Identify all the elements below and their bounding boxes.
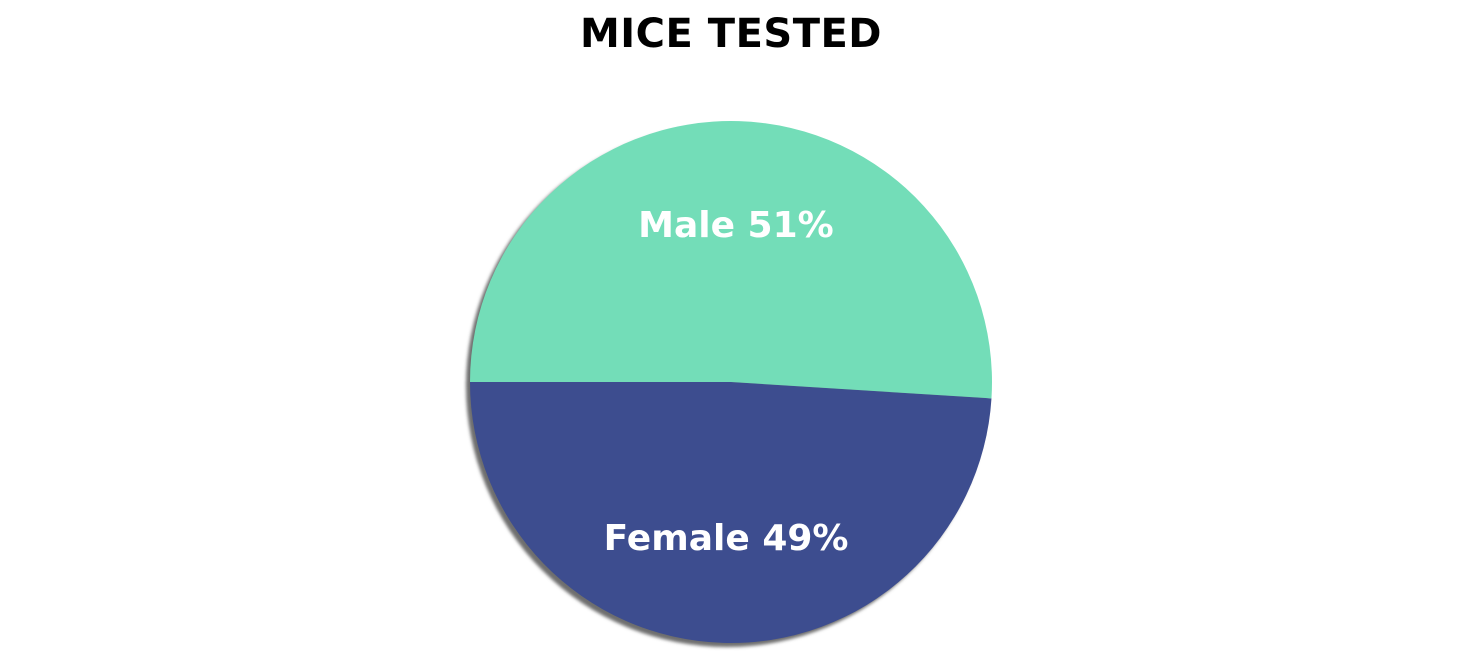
pie-slice-male: [470, 120, 993, 399]
pie-slice-female: [470, 382, 992, 643]
pie-label-female: Female 49%: [604, 518, 849, 559]
chart-title: MICE TESTED: [579, 11, 883, 57]
pie-label-male: Male 51%: [638, 205, 834, 246]
